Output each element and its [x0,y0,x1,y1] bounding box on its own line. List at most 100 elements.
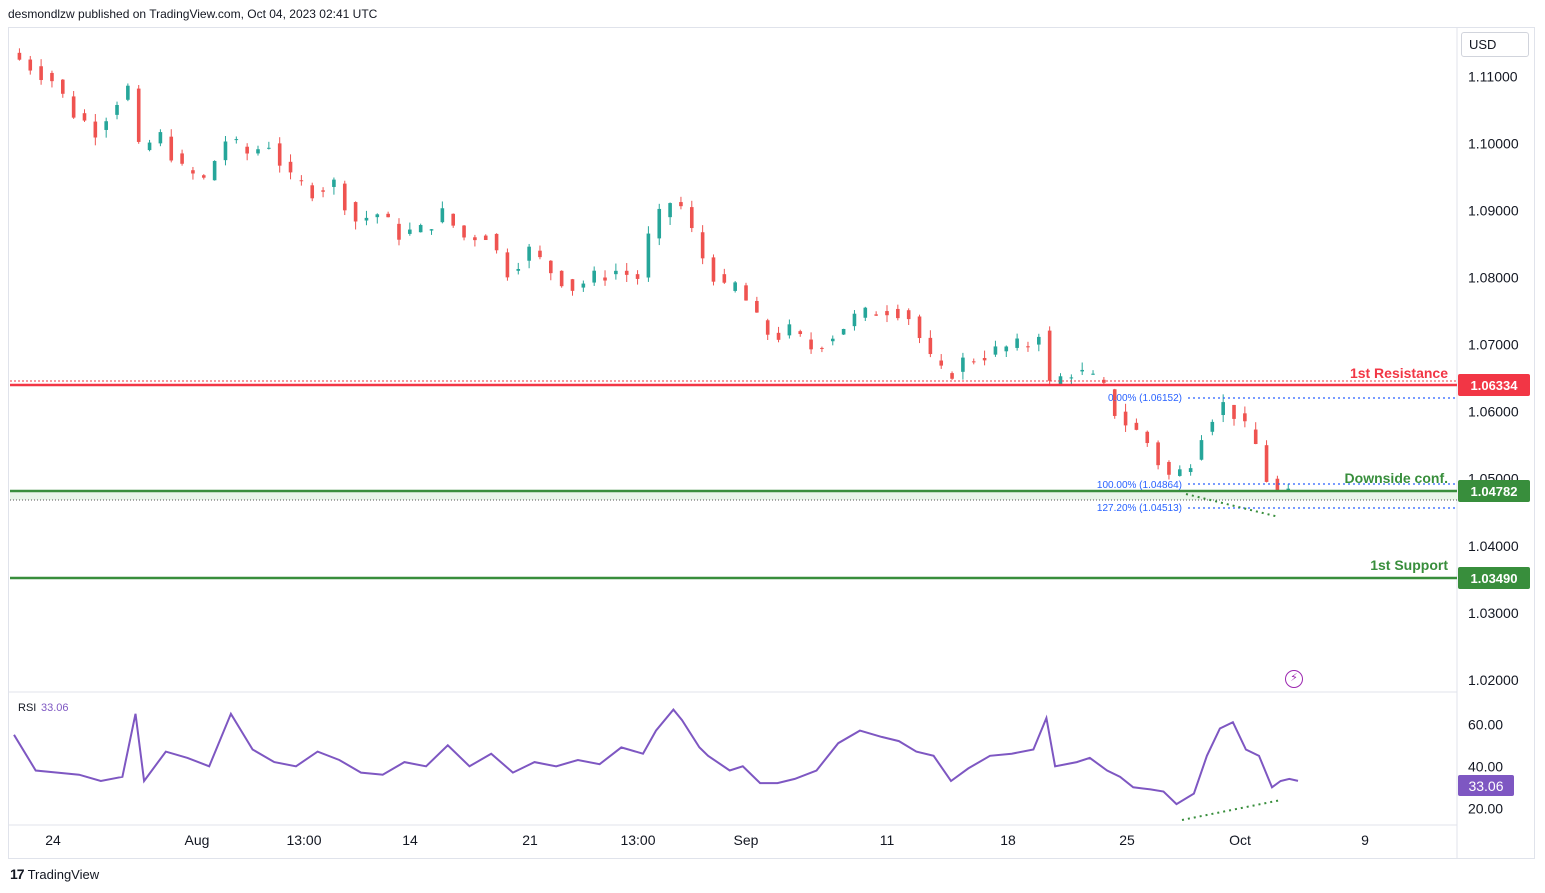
candle-body [245,146,249,154]
candle-body [1264,445,1269,482]
candle-body [1015,338,1019,348]
fib-127-label: 127.20% (1.04513) [1097,503,1182,514]
rsi-divergence-line[interactable] [1181,799,1282,821]
candle-body [71,96,76,118]
candle-body [603,277,607,281]
candle-body [527,246,531,261]
downside-price-text: 1.04782 [1471,484,1518,499]
candle-body [1112,389,1117,416]
candle-body [234,139,239,141]
candle-body [841,328,846,335]
candle-body [733,282,737,291]
resistance-label: 1st Resistance [1350,365,1448,381]
candle-body [440,208,445,223]
candle-body [310,185,315,199]
price-tick-label: 1.09000 [1468,202,1519,218]
resistance-price-badge [1458,374,1530,396]
price-tick-label: 1.07000 [1468,337,1519,353]
candle-body [624,270,629,275]
candle-body [570,279,575,291]
candle-body [332,179,336,187]
lightning-icon[interactable]: ⚡ [1285,670,1303,688]
price-tick-label: 1.11000 [1468,68,1518,84]
downside-zone [10,490,1457,500]
candle-body [1232,404,1236,419]
support-price-text: 1.03490 [1471,571,1518,586]
candle-body [1037,336,1041,345]
tradingview-logo-icon: 17 [10,866,25,882]
candle-body [950,373,954,379]
candle-body [473,237,477,241]
candle-body [1080,369,1084,372]
candle-body [397,223,401,240]
candle-body [191,170,195,174]
candle-body [765,320,770,335]
candle-body [1210,421,1215,432]
candle-body [928,337,933,355]
candle-body [505,252,510,278]
price-divergence-line[interactable] [1185,493,1280,518]
candle-body [451,213,456,226]
candle-body [147,142,152,151]
resistance-price-text: 1.06334 [1471,378,1519,393]
candle-body [50,72,54,82]
time-tick-label: 14 [402,832,418,848]
candle-body [744,285,748,301]
time-tick-label: Sep [734,832,759,848]
price-tick-label: 1.03000 [1468,605,1519,621]
rsi-value-label: 33.06 [41,702,69,714]
candle-body [28,59,33,71]
candle-body [418,225,423,233]
candle-body [93,121,98,138]
candle-body [592,270,596,283]
price-axis[interactable]: 1.11000 1.10000 1.09000 1.08000 1.07000 1.060… [1468,68,1519,688]
candle-body [1167,461,1171,475]
time-tick-label: Oct [1229,832,1251,848]
candle-body [104,121,108,130]
candle-body [61,79,65,94]
candle-body [689,207,694,229]
candle-body [516,268,521,271]
rsi-title: RSI [18,702,36,714]
support-label: 1st Support [1370,557,1448,573]
time-tick-label: 9 [1361,832,1369,848]
candle-body [386,213,390,218]
candle-body [158,132,163,144]
candle-body [1253,429,1258,445]
time-tick-label: 18 [1000,832,1016,848]
candle-body [581,283,586,288]
candle-body [39,66,43,81]
rsi-value-badge [1458,775,1514,796]
candle-body [679,202,683,207]
candle-body [299,180,304,182]
candle-body [722,274,727,283]
footer-brand-text: TradingView [27,866,100,882]
time-tick-label: Aug [185,832,210,848]
candle-body [462,225,466,238]
footer-brand[interactable]: 17 TradingView [10,866,99,882]
candle-body [917,316,922,339]
rsi-axis[interactable]: 60.00 40.00 20.00 [1468,716,1503,816]
candle-body [1058,376,1063,385]
candle-body [982,358,987,361]
candle-body [1145,431,1150,444]
candle-body [885,311,889,316]
candle-body [375,214,380,218]
candle-body [1275,478,1280,496]
candle-body [711,257,716,282]
candle-body [115,104,119,115]
time-tick-label: 11 [880,832,895,848]
candle-body [429,229,434,231]
time-tick-label: 13:00 [620,832,655,848]
candle-body [830,338,835,342]
candle-body [288,161,293,173]
candle-body [700,232,705,259]
candle-body [668,203,672,218]
candle-body [798,331,803,335]
chart-frame [8,27,1535,859]
candle-body [494,233,499,251]
time-axis[interactable]: 24 Aug 13:00 14 21 13:00 Sep 11 18 25 Oct 9 [45,832,1369,848]
currency-selector[interactable]: USD [1461,32,1529,57]
candlestick-series [17,48,1301,499]
